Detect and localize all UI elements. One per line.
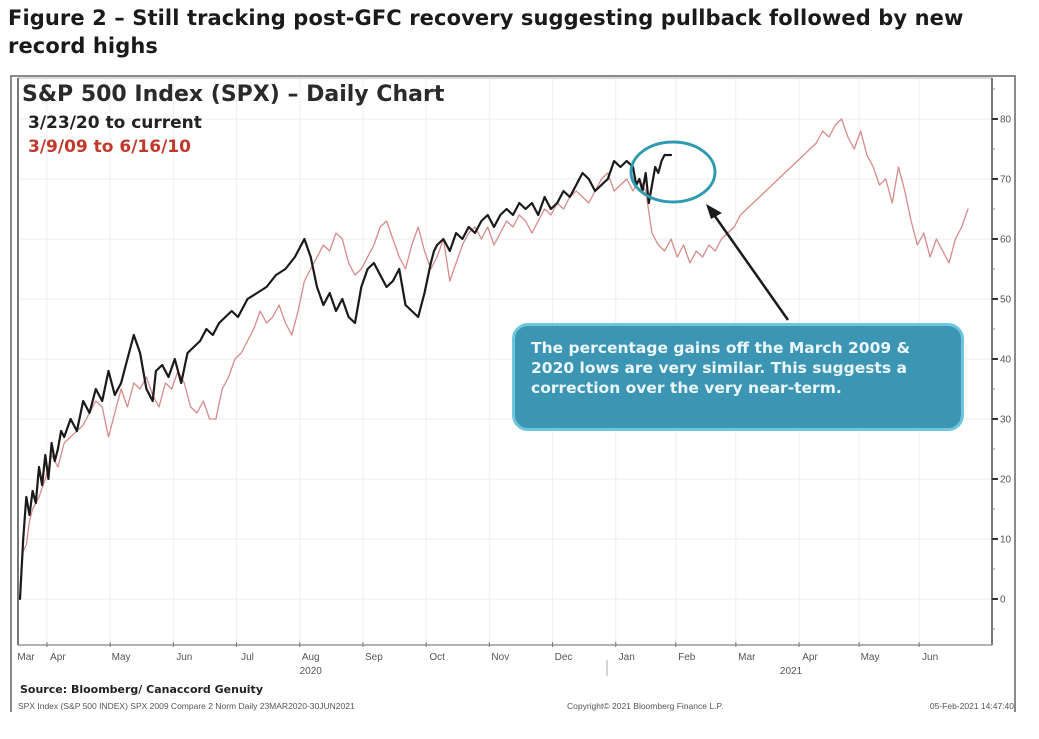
source-note: Source: Bloomberg/ Canaccord Genuity: [20, 683, 263, 696]
y-tick-label: 0: [1000, 595, 1006, 606]
x-tick-label: May: [861, 652, 880, 663]
x-tick-label: Mar: [17, 652, 35, 663]
footer-right: 05-Feb-2021 14:47:40: [930, 701, 1014, 711]
y-tick-label: 40: [1000, 355, 1012, 366]
x-tick-label: May: [112, 652, 131, 663]
x-tick-label: Sep: [365, 652, 383, 663]
y-tick-label: 50: [1000, 295, 1012, 306]
footer-center: Copyright© 2021 Bloomberg Finance L.P.: [567, 701, 723, 711]
highlight-ellipse: [629, 140, 717, 204]
arrow-shaft: [710, 211, 790, 321]
x-year-label: 2021: [780, 666, 803, 677]
x-tick-label: Jul: [241, 652, 254, 663]
legend-series-2009: 3/9/09 to 6/16/10: [28, 137, 191, 157]
x-year-label: 2020: [300, 666, 323, 677]
callout-arrow: [706, 204, 790, 321]
y-tick-label: 30: [1000, 415, 1012, 426]
x-axis-ticks: Mar Apr May Jun Jul Aug Sep Oct Nov Dec Jan Feb Mar A…: [17, 642, 938, 677]
x-tick-label: Jan: [619, 652, 635, 663]
x-tick-label: Nov: [491, 652, 509, 663]
chart-title: S&P 500 Index (SPX) – Daily Chart: [22, 82, 445, 107]
series-layer: [18, 118, 969, 601]
x-tick-label: Apr: [50, 652, 66, 663]
y-tick-label: 10: [1000, 535, 1012, 546]
series-line-2009: [19, 118, 969, 588]
figure-title: Figure 2 – Still tracking post-GFC recov…: [8, 6, 964, 58]
series-line-2020: [18, 153, 673, 601]
x-tick-label: Oct: [429, 652, 445, 663]
y-tick-label: 70: [1000, 175, 1012, 186]
y-tick-label: 60: [1000, 235, 1012, 246]
y-tick-label: 20: [1000, 475, 1012, 486]
x-tick-label: Mar: [738, 652, 756, 663]
x-tick-label: Aug: [302, 652, 320, 663]
legend-series-2020: 3/23/20 to current: [28, 113, 202, 133]
annotation-text: The percentage gains off the March 2009 …: [531, 339, 911, 397]
arrow-head: [706, 204, 722, 219]
annotation-callout: The percentage gains off the March 2009 …: [512, 323, 964, 431]
footer-left: SPX Index (S&P 500 INDEX) SPX 2009 Compa…: [18, 701, 355, 711]
x-tick-label: Jun: [922, 652, 938, 663]
x-tick-label: Jun: [176, 652, 192, 663]
x-tick-label: Dec: [555, 652, 573, 663]
y-axis-ticks: 0 10 20 30 40 50 60 70 80: [992, 88, 1012, 630]
y-tick-label: 80: [1000, 115, 1012, 126]
x-tick-label: Apr: [802, 652, 818, 663]
x-tick-label: Feb: [678, 652, 696, 663]
